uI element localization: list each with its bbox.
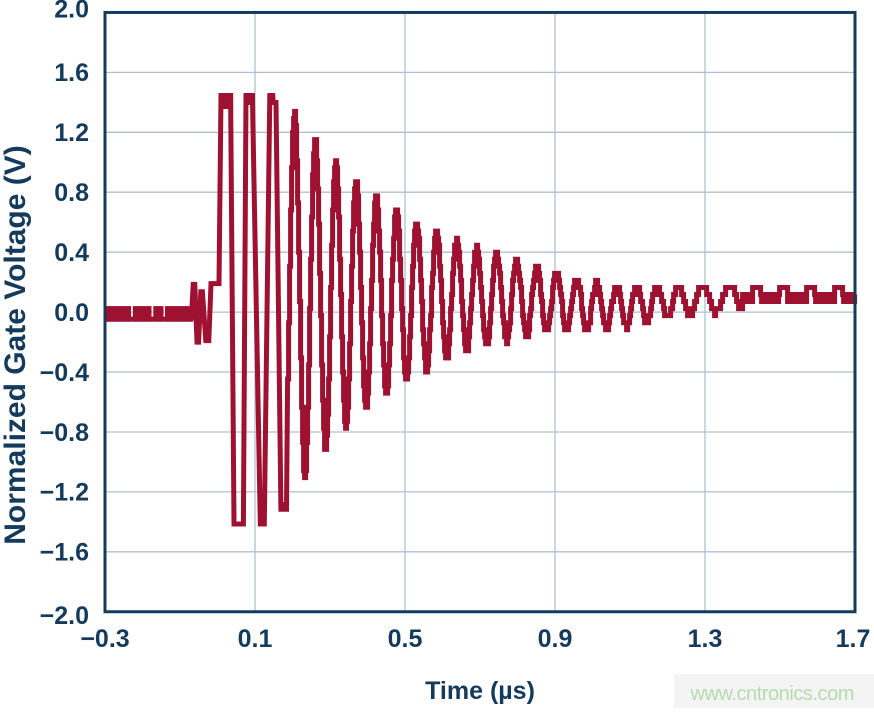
svg-text:1.3: 1.3 bbox=[688, 625, 723, 653]
svg-text:0.0: 0.0 bbox=[54, 299, 89, 327]
svg-text:−1.2: −1.2 bbox=[40, 479, 89, 507]
svg-text:1.7: 1.7 bbox=[836, 625, 871, 653]
svg-text:Time (µs): Time (µs) bbox=[425, 677, 535, 705]
svg-text:0.1: 0.1 bbox=[238, 625, 273, 653]
svg-text:2.0: 2.0 bbox=[54, 0, 89, 24]
svg-text:−0.8: −0.8 bbox=[40, 419, 89, 447]
svg-text:−2.0: −2.0 bbox=[40, 602, 89, 630]
svg-text:www.cntronics.com: www.cntronics.com bbox=[689, 683, 854, 705]
svg-text:1.6: 1.6 bbox=[54, 59, 89, 87]
svg-text:0.8: 0.8 bbox=[54, 179, 89, 207]
svg-text:0.5: 0.5 bbox=[388, 625, 423, 653]
svg-text:1.2: 1.2 bbox=[54, 119, 89, 147]
svg-text:−0.4: −0.4 bbox=[40, 359, 89, 387]
svg-text:0.9: 0.9 bbox=[538, 625, 573, 653]
svg-text:0.4: 0.4 bbox=[54, 239, 89, 267]
svg-text:Normalized Gate Voltage (V): Normalized Gate Voltage (V) bbox=[0, 145, 32, 545]
svg-text:−1.6: −1.6 bbox=[40, 539, 89, 567]
svg-text:−0.3: −0.3 bbox=[80, 625, 129, 653]
